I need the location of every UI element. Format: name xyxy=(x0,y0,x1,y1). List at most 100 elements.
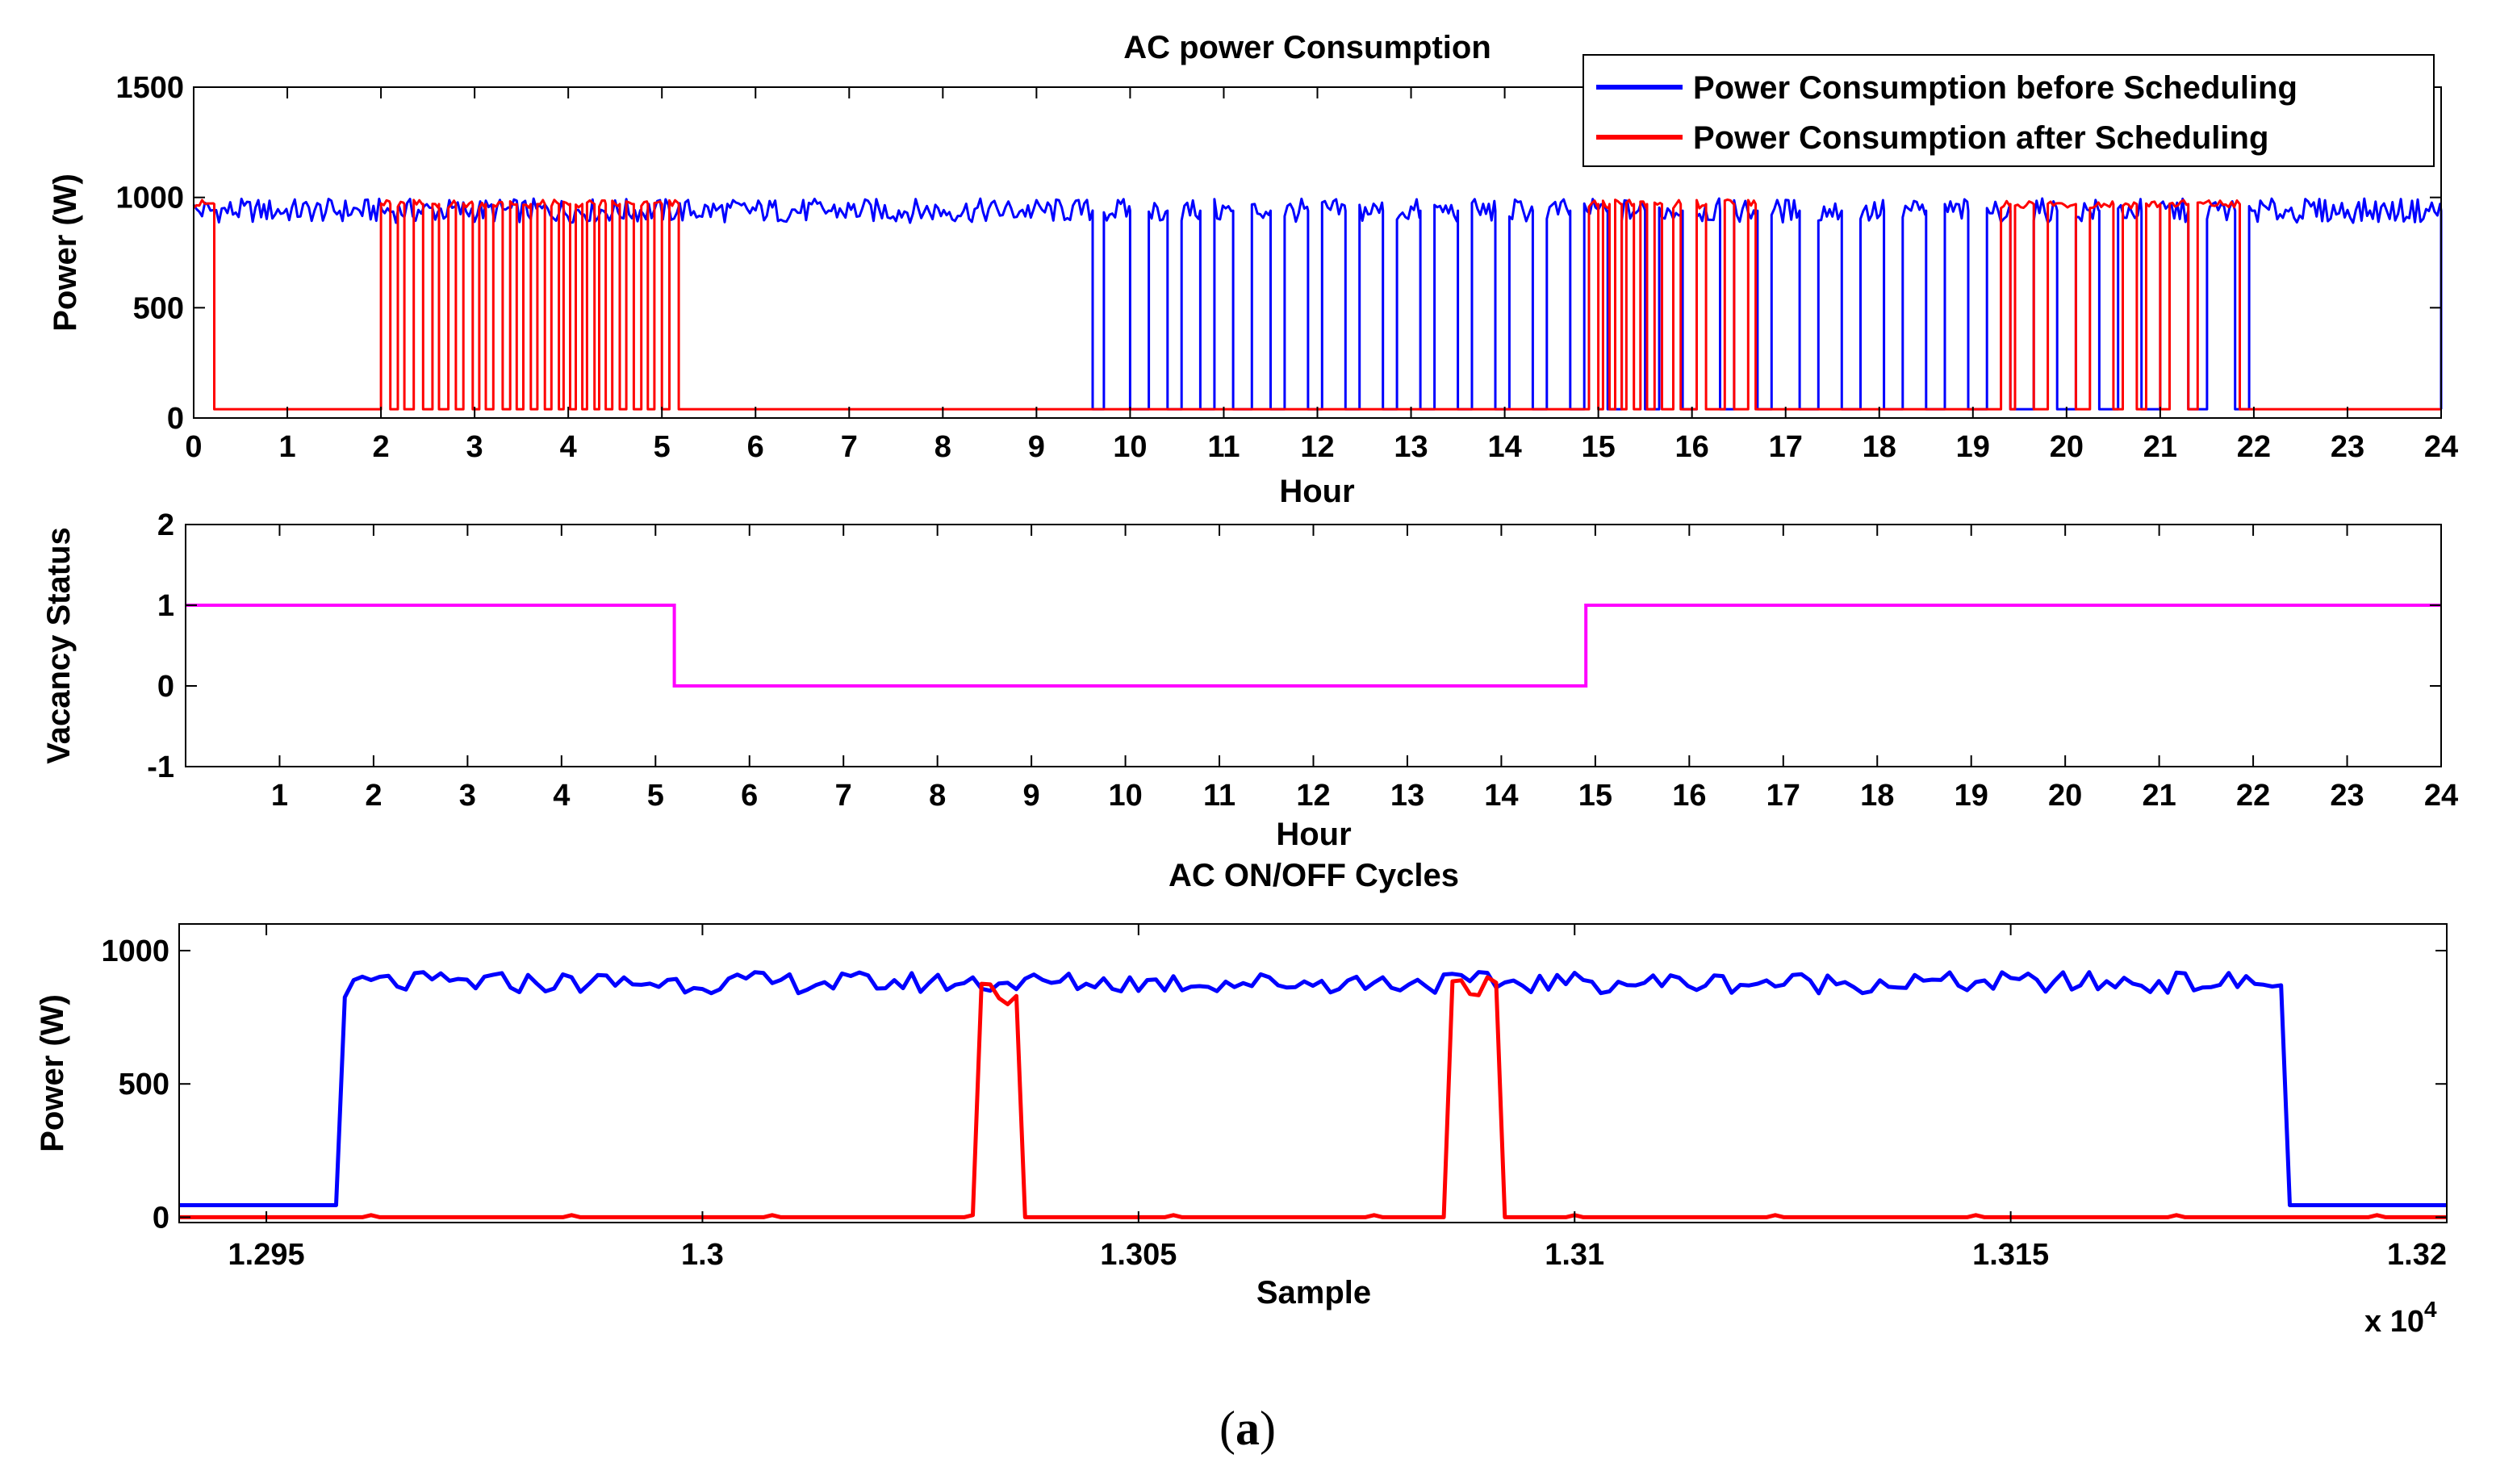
x-tick-label: 6 xyxy=(747,430,764,464)
x-tick-label: 16 xyxy=(1675,430,1709,464)
x-axis-label: Hour xyxy=(1279,474,1354,509)
y-axis-label: Power (W) xyxy=(35,994,70,1152)
x-tick-label: 1.295 xyxy=(228,1238,305,1272)
y-tick-label: 1000 xyxy=(101,934,169,968)
caption-letter: a xyxy=(1235,1402,1260,1455)
x-axis-label: Hour xyxy=(1276,817,1351,852)
cycle-line-after xyxy=(179,975,2447,1219)
x-tick-label: 21 xyxy=(2143,430,2177,464)
x-tick-label: 10 xyxy=(1113,430,1147,464)
caption-close: ) xyxy=(1260,1402,1276,1455)
x-tick-label: 8 xyxy=(934,430,951,464)
x-tick-label: 3 xyxy=(459,779,476,813)
x-tick-label: 19 xyxy=(1956,430,1990,464)
legend-label-after: Power Consumption after Scheduling xyxy=(1693,120,2268,156)
x-tick-label: 9 xyxy=(1028,430,1045,464)
x-tick-label: 20 xyxy=(2050,430,2084,464)
x-tick-label: 4 xyxy=(553,779,570,813)
caption-open: ( xyxy=(1219,1402,1235,1455)
y-tick-label: 2 xyxy=(157,508,174,542)
x-tick-label: 11 xyxy=(1207,430,1240,464)
power-consumption-chart: AC power Consumption 0 1 2 3 4 5 6 7 8 9 10 11 12 13 1… xyxy=(48,30,2458,509)
y-tick-label: 500 xyxy=(133,291,184,325)
x-tick-label: 22 xyxy=(2236,779,2270,813)
x-axis-ticks: 1.295 1.3 1.305 1.31 1.315 1.32 xyxy=(228,924,2448,1272)
x-axis-label: Sample xyxy=(1256,1275,1371,1311)
y-tick-label: 0 xyxy=(153,1201,169,1235)
plot-frame xyxy=(178,923,2448,1223)
x-tick-label: 20 xyxy=(2048,779,2082,813)
x-tick-label: 7 xyxy=(835,779,852,813)
x-axis-ticks: 1 2 3 4 5 6 7 8 9 10 11 12 13 14 15 16 17 18 19 20 21 22 23 24 xyxy=(271,525,2458,813)
x-tick-label: 21 xyxy=(2142,779,2176,813)
y-tick-label: 0 xyxy=(157,670,174,704)
x-tick-label: 12 xyxy=(1296,779,1330,813)
x-tick-label: 17 xyxy=(1766,779,1800,813)
x-tick-label: 14 xyxy=(1484,779,1518,813)
chart-title: AC power Consumption xyxy=(1123,30,1491,65)
x-tick-label: 1.305 xyxy=(1100,1238,1177,1272)
y-tick-label: 1000 xyxy=(115,182,184,215)
vacancy-status-chart: 1 2 3 4 5 6 7 8 9 10 11 12 13 14 15 16 17 18 19 20 21 22 23 24 … xyxy=(41,508,2458,852)
y-tick-label: -1 xyxy=(147,750,174,784)
x-tick-label: 24 xyxy=(2424,430,2458,464)
x-tick-label: 19 xyxy=(1955,779,1988,813)
x-tick-label: 1.3 xyxy=(681,1238,724,1272)
x-axis-ticks: 0 1 2 3 4 5 6 7 8 9 10 11 12 13 14 15 16 17 18 19 20 21 22 23 24 xyxy=(185,87,2458,464)
y-tick-label: 1 xyxy=(157,589,174,623)
x-tick-label: 13 xyxy=(1394,430,1428,464)
x-tick-label: 5 xyxy=(647,779,664,813)
x-tick-label: 13 xyxy=(1390,779,1424,813)
x-tick-label: 2 xyxy=(365,779,382,813)
x-tick-label: 10 xyxy=(1108,779,1142,813)
x-tick-label: 2 xyxy=(373,430,390,464)
plot-area xyxy=(179,970,2447,1219)
x-tick-label: 11 xyxy=(1203,779,1235,813)
x-tick-label: 23 xyxy=(2331,430,2364,464)
x-tick-label: 7 xyxy=(841,430,858,464)
x-tick-label: 18 xyxy=(1863,430,1896,464)
x-tick-label: 22 xyxy=(2237,430,2271,464)
y-tick-label: 500 xyxy=(119,1068,169,1102)
y-tick-label: 1500 xyxy=(115,71,184,105)
plot-area xyxy=(186,604,2441,688)
x-tick-label: 1 xyxy=(271,779,288,813)
x-tick-label: 5 xyxy=(654,430,671,464)
y-axis-ticks: -1 0 1 2 xyxy=(147,508,2441,784)
x-tick-label: 1.315 xyxy=(1972,1238,2049,1272)
x-tick-label: 23 xyxy=(2330,779,2364,813)
cycle-line-before xyxy=(179,970,2447,1207)
y-axis-label: Vacancy Status xyxy=(41,527,77,764)
figure-caption: (a) xyxy=(1219,1402,1276,1455)
x-tick-label: 1.32 xyxy=(2387,1238,2447,1272)
vacancy-status-line xyxy=(186,604,2441,688)
legend: Power Consumption before Scheduling Powe… xyxy=(1582,54,2435,167)
x-tick-label: 15 xyxy=(1581,430,1615,464)
x-tick-label: 24 xyxy=(2424,779,2458,813)
x-tick-label: 16 xyxy=(1672,779,1706,813)
legend-label-before: Power Consumption before Scheduling xyxy=(1693,70,2297,106)
x-tick-label: 3 xyxy=(466,430,483,464)
x-tick-label: 18 xyxy=(1860,779,1894,813)
x-tick-label: 1.31 xyxy=(1545,1238,1604,1272)
x-tick-label: 1 xyxy=(278,430,295,464)
chart-title: AC ON/OFF Cycles xyxy=(1169,858,1459,893)
x-tick-label: 6 xyxy=(741,779,758,813)
y-axis-label: Power (W) xyxy=(48,173,83,332)
x-tick-label: 15 xyxy=(1578,779,1612,813)
legend-box xyxy=(1582,54,2435,167)
ac-cycles-chart: AC ON/OFF Cycles 1.295 1.3 1.305 1.31 1.315 1… xyxy=(35,858,2448,1339)
exponent-power: 4 xyxy=(2424,1297,2437,1322)
exponent-base: x 10 xyxy=(2364,1305,2424,1339)
y-axis-ticks: 0 500 1000 1500 xyxy=(115,71,2441,436)
x-tick-label: 8 xyxy=(929,779,946,813)
x-tick-label: 4 xyxy=(560,430,577,464)
x-tick-label: 17 xyxy=(1769,430,1803,464)
y-tick-label: 0 xyxy=(167,402,184,436)
y-axis-ticks: 0 500 1000 xyxy=(101,934,2447,1235)
x-axis-exponent: x 104 xyxy=(2364,1297,2437,1339)
x-tick-label: 0 xyxy=(185,430,202,464)
x-tick-label: 14 xyxy=(1487,430,1521,464)
x-tick-label: 9 xyxy=(1023,779,1040,813)
